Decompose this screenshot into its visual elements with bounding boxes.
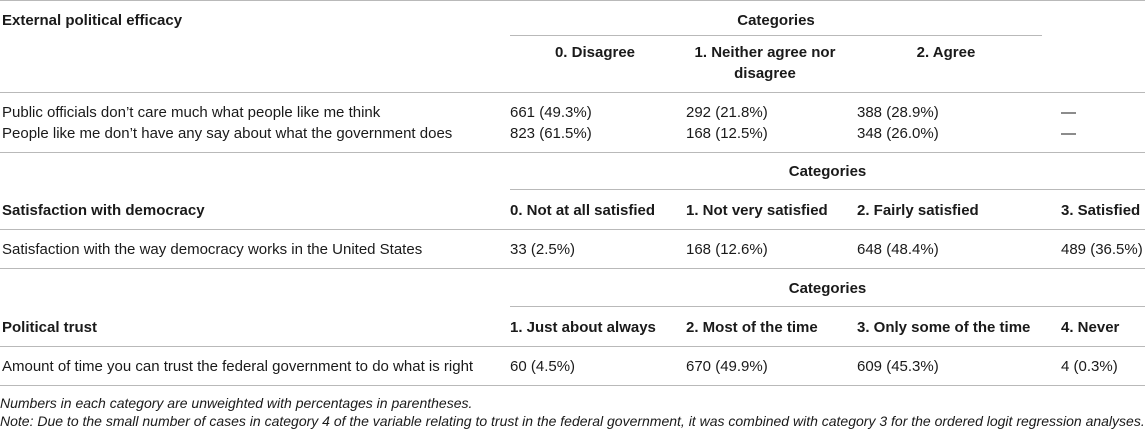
- table-top-rule: [0, 0, 1145, 1]
- row-label: People like me don’t have any say about …: [2, 125, 453, 142]
- table-cell: 168 (12.6%): [686, 241, 768, 258]
- table-cell: 609 (45.3%): [857, 358, 939, 375]
- table-cell: 648 (48.4%): [857, 241, 939, 258]
- table-cell: 670 (49.9%): [686, 358, 768, 375]
- header-rule: [0, 92, 1145, 93]
- table-cell: 60 (4.5%): [510, 358, 576, 375]
- table-footnote: Note: Due to the small number of cases i…: [0, 413, 1145, 429]
- header-rule: [0, 346, 1145, 347]
- column-header: 2. Most of the time: [686, 319, 818, 336]
- column-header: 2. Fairly satisfied: [857, 202, 979, 219]
- table-footnote: Numbers in each category are unweighted …: [0, 395, 473, 411]
- section-title: External political efficacy: [2, 12, 183, 29]
- column-header: disagree: [734, 65, 796, 82]
- table-cell: 388 (28.9%): [857, 104, 939, 121]
- row-label: Satisfaction with the way democracy work…: [2, 241, 423, 258]
- table-cell: 823 (61.5%): [510, 125, 592, 142]
- column-header: 3. Satisfied: [1061, 202, 1141, 219]
- table-bottom-rule: [0, 385, 1145, 386]
- table-cell: —: [1061, 104, 1076, 121]
- table-cell: 292 (21.8%): [686, 104, 768, 121]
- section-title: Political trust: [2, 319, 98, 336]
- categories-underline: [510, 35, 1042, 36]
- column-header: 1. Just about always: [510, 319, 656, 336]
- section-rule: [0, 268, 1145, 269]
- column-header: 2. Agree: [916, 44, 976, 61]
- categories-underline: [510, 189, 1145, 190]
- table-cell: 661 (49.3%): [510, 104, 592, 121]
- section-rule: [0, 152, 1145, 153]
- column-header: 3. Only some of the time: [857, 319, 1031, 336]
- categories-header: Categories: [737, 12, 815, 29]
- table-cell: 168 (12.5%): [686, 125, 768, 142]
- section-title: Satisfaction with democracy: [2, 202, 205, 219]
- categories-header: Categories: [788, 280, 867, 297]
- row-label: Public officials don’t care much what pe…: [2, 104, 381, 121]
- column-header: 0. Disagree: [554, 44, 636, 61]
- table-cell: 348 (26.0%): [857, 125, 939, 142]
- table-cell: 489 (36.5%): [1061, 241, 1143, 258]
- row-label: Amount of time you can trust the federal…: [2, 358, 474, 375]
- column-header: 1. Neither agree nor: [694, 44, 836, 61]
- header-rule: [0, 229, 1145, 230]
- column-header: 0. Not at all satisfied: [510, 202, 656, 219]
- column-header: 4. Never: [1061, 319, 1120, 336]
- categories-underline: [510, 306, 1145, 307]
- table-cell: 33 (2.5%): [510, 241, 576, 258]
- table-cell: 4 (0.3%): [1061, 358, 1118, 375]
- table-cell: —: [1061, 125, 1076, 142]
- column-header: 1. Not very satisfied: [686, 202, 828, 219]
- categories-header: Categories: [788, 163, 867, 180]
